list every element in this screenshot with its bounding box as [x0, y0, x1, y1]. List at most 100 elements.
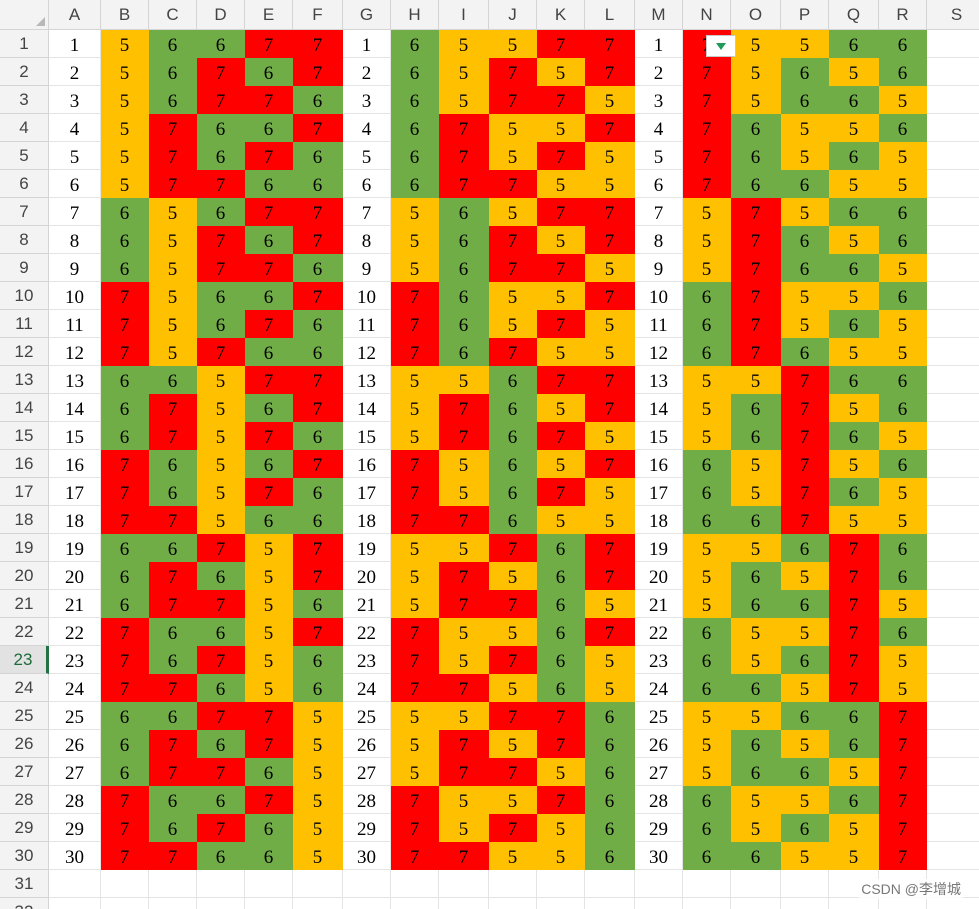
value-cell[interactable]: 5	[829, 506, 879, 534]
value-cell[interactable]: 7	[829, 562, 879, 590]
value-cell[interactable]: 5	[245, 590, 293, 618]
index-cell[interactable]: 29	[635, 814, 683, 842]
value-cell[interactable]: 6	[879, 198, 927, 226]
value-cell[interactable]: 7	[879, 842, 927, 870]
value-cell[interactable]: 5	[489, 674, 537, 702]
value-cell[interactable]: 6	[245, 338, 293, 366]
value-cell[interactable]: 6	[879, 30, 927, 58]
empty-cell[interactable]	[781, 898, 829, 909]
value-cell[interactable]: 6	[197, 198, 245, 226]
value-cell[interactable]: 5	[149, 282, 197, 310]
value-cell[interactable]: 5	[489, 114, 537, 142]
value-cell[interactable]: 5	[197, 478, 245, 506]
value-cell[interactable]: 5	[781, 618, 829, 646]
index-cell[interactable]: 6	[343, 170, 391, 198]
index-cell[interactable]: 5	[635, 142, 683, 170]
value-cell[interactable]: 7	[489, 226, 537, 254]
value-cell[interactable]: 5	[489, 30, 537, 58]
column-header-o[interactable]: O	[731, 0, 781, 30]
value-cell[interactable]: 5	[829, 170, 879, 198]
value-cell[interactable]: 7	[391, 478, 439, 506]
value-cell[interactable]: 5	[585, 646, 635, 674]
value-cell[interactable]: 6	[101, 702, 149, 730]
empty-cell[interactable]	[489, 898, 537, 909]
value-cell[interactable]: 5	[439, 478, 489, 506]
value-cell[interactable]: 5	[489, 562, 537, 590]
column-header-e[interactable]: E	[245, 0, 293, 30]
empty-cell[interactable]	[391, 898, 439, 909]
empty-cell[interactable]	[781, 870, 829, 898]
empty-cell[interactable]	[537, 898, 585, 909]
value-cell[interactable]: 7	[683, 58, 731, 86]
empty-cell[interactable]	[101, 898, 149, 909]
value-cell[interactable]: 7	[879, 730, 927, 758]
value-cell[interactable]: 5	[149, 226, 197, 254]
value-cell[interactable]: 6	[391, 86, 439, 114]
index-cell[interactable]: 27	[343, 758, 391, 786]
value-cell[interactable]: 5	[537, 394, 585, 422]
value-cell[interactable]: 5	[439, 702, 489, 730]
value-cell[interactable]: 5	[245, 534, 293, 562]
row-header-3[interactable]: 3	[0, 86, 49, 114]
value-cell[interactable]: 6	[197, 282, 245, 310]
value-cell[interactable]: 5	[585, 86, 635, 114]
index-cell[interactable]: 14	[49, 394, 101, 422]
value-cell[interactable]: 7	[683, 142, 731, 170]
empty-cell[interactable]	[927, 170, 979, 198]
value-cell[interactable]: 7	[439, 142, 489, 170]
index-cell[interactable]: 9	[635, 254, 683, 282]
value-cell[interactable]: 7	[439, 394, 489, 422]
value-cell[interactable]: 7	[537, 86, 585, 114]
index-cell[interactable]: 1	[343, 30, 391, 58]
value-cell[interactable]: 5	[781, 310, 829, 338]
value-cell[interactable]: 7	[683, 114, 731, 142]
value-cell[interactable]: 6	[781, 590, 829, 618]
column-header-n[interactable]: N	[683, 0, 731, 30]
value-cell[interactable]: 5	[101, 86, 149, 114]
empty-cell[interactable]	[635, 870, 683, 898]
empty-cell[interactable]	[927, 226, 979, 254]
value-cell[interactable]: 5	[293, 842, 343, 870]
value-cell[interactable]: 6	[197, 842, 245, 870]
value-cell[interactable]: 5	[781, 674, 829, 702]
value-cell[interactable]: 5	[439, 646, 489, 674]
value-cell[interactable]: 7	[101, 786, 149, 814]
value-cell[interactable]: 7	[293, 534, 343, 562]
column-header-d[interactable]: D	[197, 0, 245, 30]
index-cell[interactable]: 5	[343, 142, 391, 170]
value-cell[interactable]: 7	[391, 842, 439, 870]
value-cell[interactable]: 6	[293, 170, 343, 198]
value-cell[interactable]: 6	[391, 114, 439, 142]
value-cell[interactable]: 7	[489, 758, 537, 786]
empty-cell[interactable]	[927, 142, 979, 170]
row-header-4[interactable]: 4	[0, 114, 49, 142]
column-header-c[interactable]: C	[149, 0, 197, 30]
value-cell[interactable]: 6	[585, 786, 635, 814]
value-cell[interactable]: 7	[245, 198, 293, 226]
value-cell[interactable]: 5	[683, 254, 731, 282]
value-cell[interactable]: 5	[537, 842, 585, 870]
index-cell[interactable]: 26	[343, 730, 391, 758]
value-cell[interactable]: 5	[683, 422, 731, 450]
value-cell[interactable]: 5	[537, 170, 585, 198]
value-cell[interactable]: 7	[585, 618, 635, 646]
value-cell[interactable]: 7	[197, 338, 245, 366]
value-cell[interactable]: 5	[537, 226, 585, 254]
value-cell[interactable]: 7	[293, 562, 343, 590]
value-cell[interactable]: 7	[245, 478, 293, 506]
value-cell[interactable]: 6	[101, 758, 149, 786]
index-cell[interactable]: 22	[49, 618, 101, 646]
value-cell[interactable]: 5	[537, 282, 585, 310]
value-cell[interactable]: 7	[439, 730, 489, 758]
value-cell[interactable]: 5	[537, 814, 585, 842]
index-cell[interactable]: 13	[49, 366, 101, 394]
value-cell[interactable]: 6	[101, 590, 149, 618]
index-cell[interactable]: 28	[49, 786, 101, 814]
empty-cell[interactable]	[927, 338, 979, 366]
index-cell[interactable]: 16	[343, 450, 391, 478]
value-cell[interactable]: 7	[101, 450, 149, 478]
value-cell[interactable]: 5	[585, 506, 635, 534]
value-cell[interactable]: 7	[537, 310, 585, 338]
row-header-13[interactable]: 13	[0, 366, 49, 394]
value-cell[interactable]: 6	[101, 730, 149, 758]
